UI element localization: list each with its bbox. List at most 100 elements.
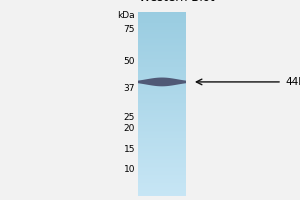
Bar (138, 71, 186, 72)
Polygon shape (138, 78, 186, 86)
Bar (138, 116, 186, 117)
Bar (138, 106, 186, 108)
Bar (138, 117, 186, 119)
Bar (138, 171, 186, 173)
Bar (138, 93, 186, 94)
Bar (138, 141, 186, 142)
Bar (138, 62, 186, 64)
Bar (138, 120, 186, 121)
Text: kDa: kDa (117, 11, 135, 21)
Bar (138, 22, 186, 23)
Bar (138, 57, 186, 59)
Bar (138, 51, 186, 52)
Bar (138, 170, 186, 171)
Bar (138, 66, 186, 67)
Text: 75: 75 (124, 25, 135, 34)
Bar (138, 191, 186, 192)
Bar (138, 14, 186, 16)
Bar (138, 127, 186, 129)
Bar (138, 160, 186, 162)
Bar (138, 33, 186, 34)
Bar (138, 124, 186, 125)
Bar (138, 133, 186, 135)
Bar (138, 72, 186, 73)
Bar (138, 86, 186, 87)
Bar (138, 176, 186, 178)
Bar (138, 34, 186, 35)
Bar (138, 184, 186, 185)
Bar (138, 126, 186, 127)
Bar (138, 183, 186, 184)
Bar (138, 30, 186, 32)
Bar (138, 140, 186, 141)
Bar (138, 164, 186, 165)
Bar (138, 35, 186, 37)
Bar (138, 64, 186, 65)
Bar (138, 185, 186, 186)
Bar (138, 18, 186, 19)
Bar (138, 168, 186, 169)
Bar (138, 136, 186, 137)
Bar (138, 60, 186, 61)
Bar (138, 37, 186, 38)
Bar (138, 121, 186, 122)
Bar (138, 100, 186, 102)
Bar (138, 91, 186, 92)
Bar (138, 97, 186, 98)
Bar (138, 109, 186, 110)
Bar (138, 179, 186, 180)
Bar (138, 104, 186, 105)
Text: 44kDa: 44kDa (285, 77, 300, 87)
Bar (138, 17, 186, 18)
Bar (138, 174, 186, 175)
Bar (138, 190, 186, 191)
Bar (138, 148, 186, 149)
Bar (138, 146, 186, 147)
Bar (138, 113, 186, 114)
Bar (138, 167, 186, 168)
Text: 25: 25 (124, 113, 135, 122)
Bar (138, 56, 186, 57)
Bar (138, 89, 186, 91)
Bar (138, 186, 186, 187)
Bar (138, 61, 186, 62)
Bar (138, 153, 186, 154)
Bar (138, 50, 186, 51)
Bar (138, 156, 186, 157)
Bar (138, 135, 186, 136)
Bar (138, 103, 186, 104)
Bar (138, 159, 186, 160)
Bar (138, 137, 186, 138)
Bar (138, 25, 186, 27)
Bar (138, 43, 186, 44)
Bar (138, 78, 186, 79)
Bar (138, 108, 186, 109)
Bar (138, 132, 186, 133)
Text: Western Blot: Western Blot (139, 0, 215, 4)
Bar (138, 49, 186, 50)
Bar (138, 28, 186, 29)
Bar (138, 129, 186, 130)
Bar (138, 73, 186, 75)
Bar (138, 102, 186, 103)
Bar (138, 76, 186, 77)
Bar (138, 95, 186, 97)
Bar (138, 187, 186, 189)
Bar (138, 181, 186, 183)
Bar (138, 157, 186, 158)
Bar (138, 82, 186, 83)
Bar (138, 169, 186, 170)
Bar (138, 192, 186, 194)
Bar (138, 165, 186, 167)
Bar (138, 44, 186, 45)
Bar (138, 138, 186, 140)
Bar (138, 144, 186, 146)
Bar (138, 114, 186, 115)
Bar (138, 32, 186, 33)
Bar (138, 48, 186, 49)
Bar (138, 21, 186, 22)
Bar (138, 77, 186, 78)
Bar (138, 115, 186, 116)
Bar (138, 111, 186, 113)
Bar (138, 19, 186, 21)
